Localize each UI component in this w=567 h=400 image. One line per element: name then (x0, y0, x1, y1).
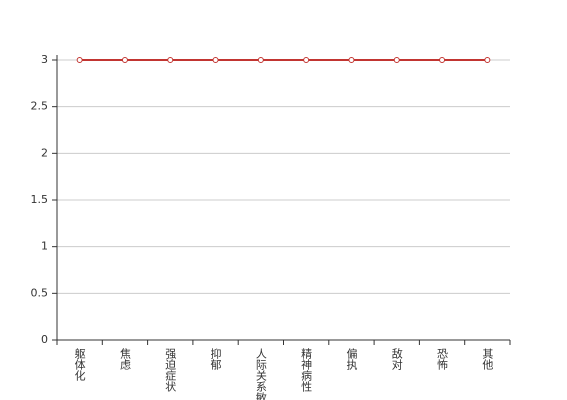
y-tick-label: 1 (41, 240, 48, 253)
point (212, 57, 219, 63)
x-tick-label: 抑郁 (209, 347, 222, 370)
x-tick-label: 敌对 (390, 347, 403, 370)
y-tick-label: 2 (41, 146, 48, 159)
x-tick-label: 精神病性 (300, 348, 313, 393)
x-tick-label: 躯体化 (73, 348, 86, 382)
point (303, 57, 310, 63)
y-tick-label: 3 (41, 53, 48, 66)
y-tick-label: 2.5 (31, 100, 49, 113)
point (257, 57, 264, 63)
y-tick-label: 0.5 (31, 286, 49, 299)
point (121, 57, 128, 63)
point (484, 57, 491, 63)
point (439, 57, 446, 63)
y-tick-label: 0 (41, 333, 48, 346)
x-tick-label: 强迫症状 (164, 348, 177, 392)
point (76, 57, 83, 63)
x-tick-label: 焦虑 (118, 348, 131, 370)
x-tick-label: 恐怖 (436, 348, 449, 370)
point (348, 57, 355, 63)
point (167, 57, 174, 63)
y-tick-label: 1.5 (31, 193, 49, 206)
point (393, 57, 400, 63)
x-tick-label: 人际关系敏感 (254, 348, 267, 400)
x-tick-label: 其他 (481, 348, 494, 370)
x-tick-label: 偏执 (345, 347, 358, 371)
